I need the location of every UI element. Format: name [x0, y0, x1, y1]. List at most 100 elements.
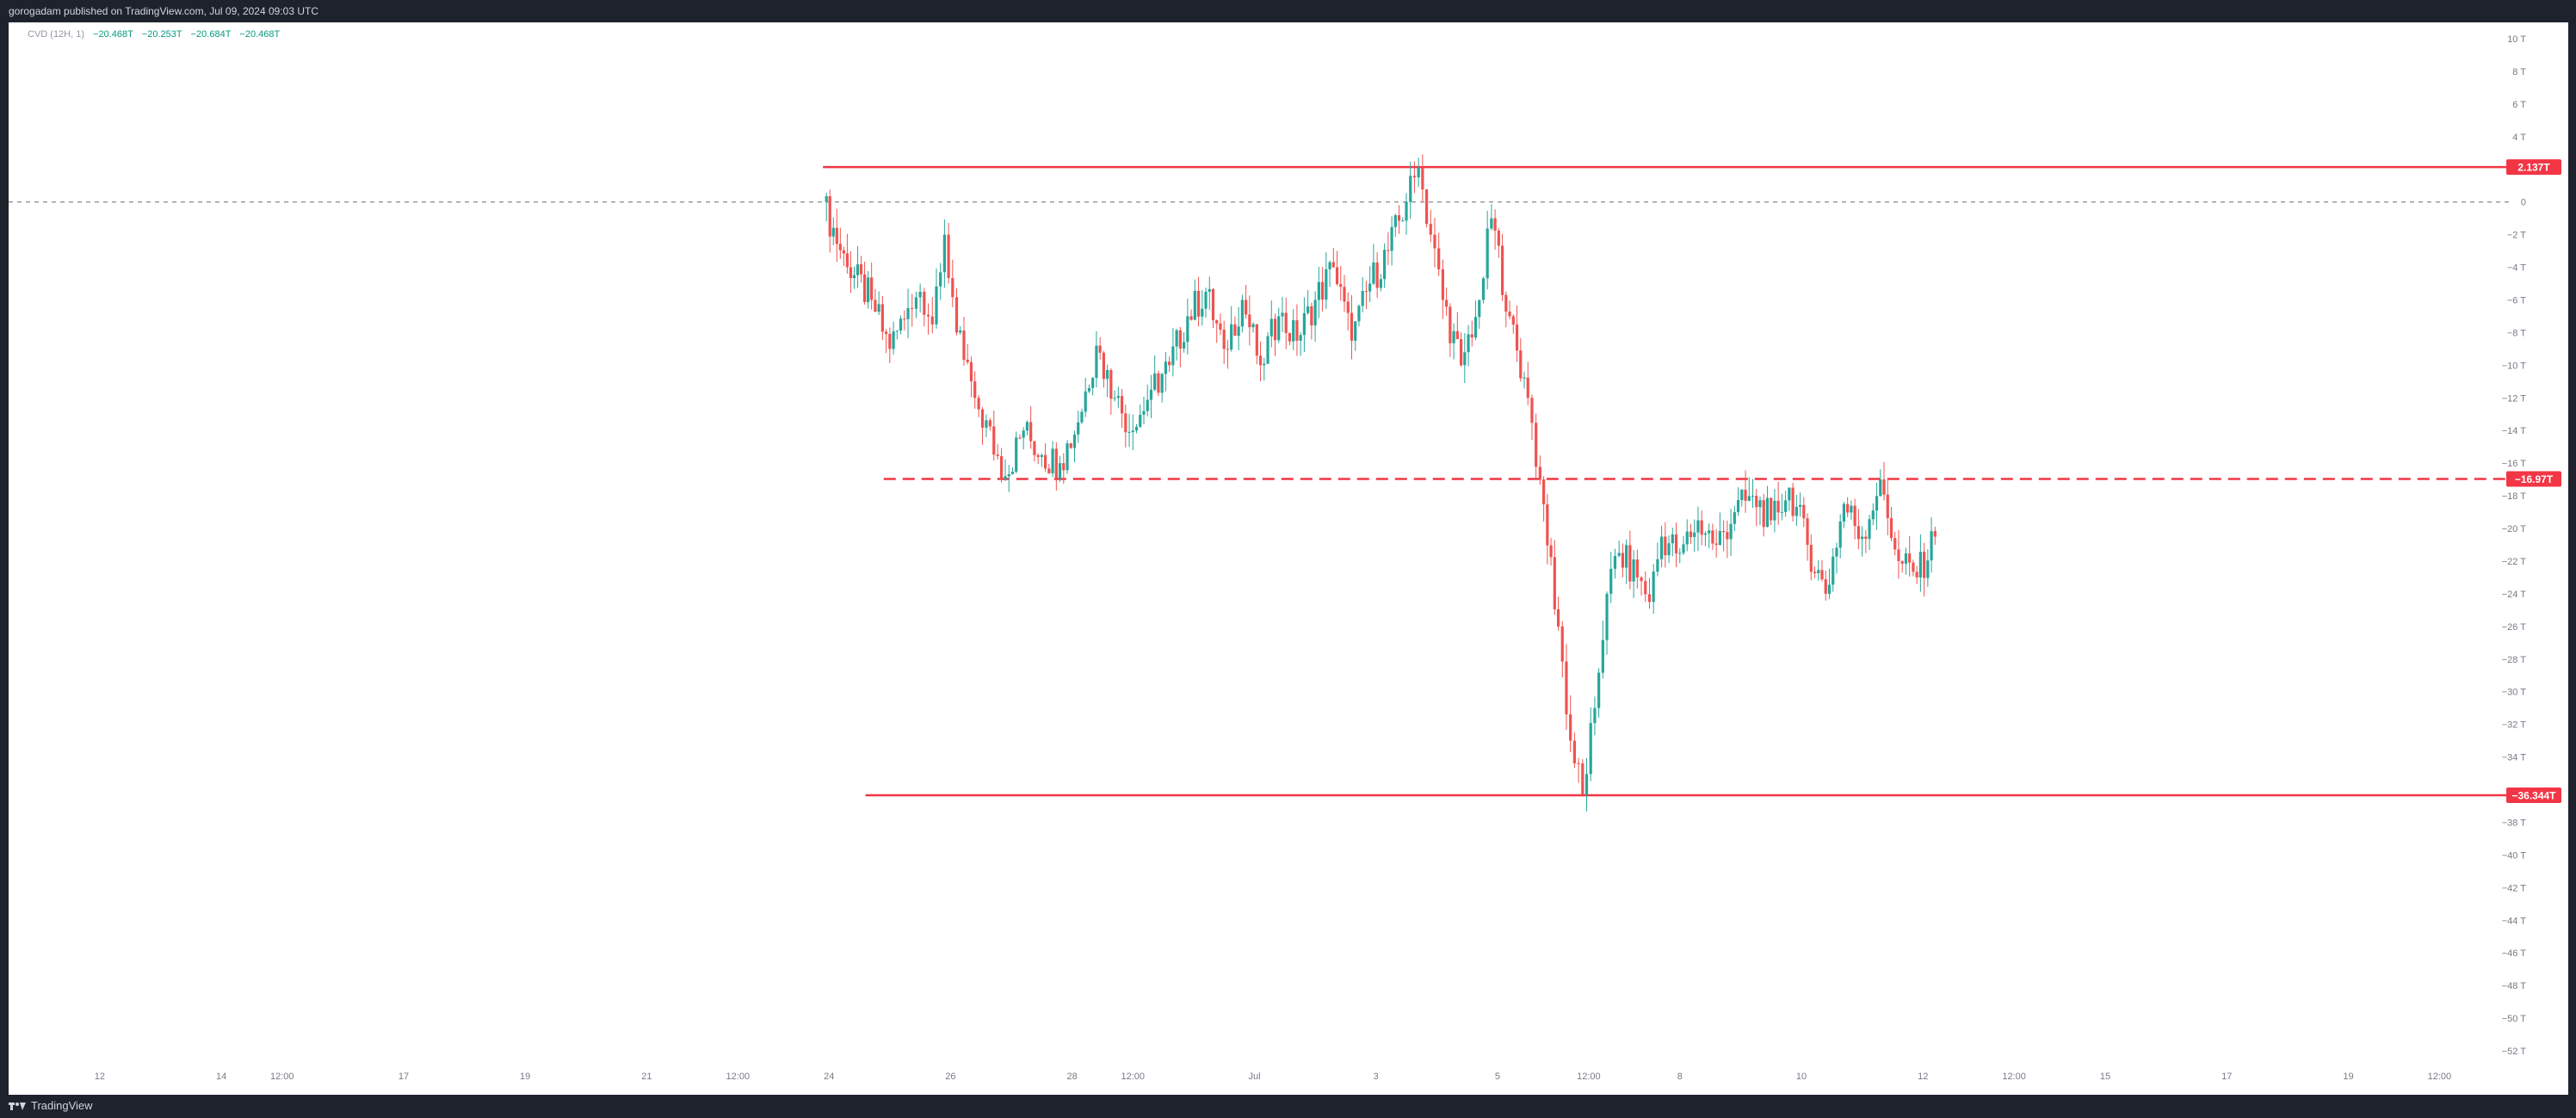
- candle-body: [1693, 532, 1696, 538]
- candle-body: [1736, 500, 1740, 513]
- candle-body: [1879, 479, 1882, 497]
- candle-body: [1685, 531, 1689, 545]
- candle-body: [1926, 560, 1930, 578]
- candle-body: [1317, 281, 1320, 300]
- candle-body: [1313, 300, 1317, 326]
- candle-body: [852, 275, 856, 279]
- candle-body: [1098, 345, 1102, 353]
- x-tick-label: 21: [641, 1072, 652, 1082]
- legend-open: −20.468T: [93, 29, 133, 40]
- candle-body: [1022, 430, 1025, 438]
- candle-body: [1248, 314, 1251, 328]
- candle-body: [911, 307, 914, 309]
- candle-body: [835, 227, 838, 244]
- candle-body: [1868, 519, 1871, 540]
- indicator-name[interactable]: CVD (12H, 1): [28, 29, 85, 40]
- level-label-bg-0: [2506, 159, 2561, 176]
- x-tick-label: 28: [1067, 1072, 1078, 1082]
- x-tick-label: 17: [398, 1072, 409, 1082]
- candle-body: [977, 398, 980, 410]
- publisher-text: gorogadam published on TradingView.com, …: [9, 5, 319, 17]
- candle-body: [939, 272, 942, 287]
- candle-body: [1842, 503, 1846, 522]
- x-tick-label: 12:00: [2428, 1072, 2452, 1082]
- candle-body: [1139, 414, 1142, 427]
- candle-body: [1621, 553, 1624, 568]
- legend-low: −20.684T: [190, 29, 232, 40]
- candle-body: [1401, 220, 1405, 222]
- candle-body: [1018, 437, 1022, 439]
- candle-body: [1441, 269, 1444, 300]
- y-axis[interactable]: 10 T 8 T 6 T 4 T 0 −2 T −4 T −6 T −8 T −10 T −12 T…: [2502, 34, 2527, 1057]
- y-tick-label: −16 T: [2502, 459, 2527, 469]
- x-tick-label: 15: [2100, 1072, 2110, 1082]
- candle-body: [1033, 441, 1036, 455]
- candle-body: [1593, 707, 1597, 724]
- candle-body: [1569, 713, 1572, 741]
- y-tick-label: −6 T: [2507, 295, 2526, 306]
- candle-body: [825, 195, 828, 202]
- candle-body: [1856, 526, 1860, 540]
- candle-body: [1433, 234, 1436, 249]
- candle-body: [1072, 434, 1077, 448]
- candle-body: [1120, 396, 1124, 414]
- candle-body: [1486, 228, 1489, 279]
- x-tick-label: 19: [2343, 1072, 2353, 1082]
- candle-body: [1368, 283, 1372, 292]
- candle-body: [1292, 320, 1295, 342]
- candle-body: [870, 277, 874, 300]
- candle-body: [1102, 352, 1105, 380]
- candle-body: [1302, 312, 1306, 336]
- candle-body: [1853, 505, 1856, 527]
- candle-body: [1708, 530, 1711, 534]
- tv-logo-icon: [9, 1102, 26, 1110]
- x-tick-label: 14: [216, 1072, 226, 1082]
- y-tick-label: −28 T: [2502, 655, 2527, 665]
- candle-body: [1838, 521, 1842, 548]
- x-tick-label: 5: [1495, 1072, 1500, 1082]
- x-tick-label: 12:00: [2002, 1072, 2026, 1082]
- indicator-legend: CVD (12H, 1) −20.468T −20.253T −20.684T …: [28, 29, 280, 40]
- candle-body: [1193, 290, 1196, 320]
- candle-body: [1258, 355, 1263, 366]
- candle-body: [1526, 377, 1529, 398]
- tradingview-logo[interactable]: TradingView: [9, 1099, 93, 1112]
- y-tick-label: 10 T: [2507, 34, 2526, 45]
- candle-body: [942, 234, 946, 273]
- x-tick-label: Jul: [1248, 1072, 1260, 1082]
- candle-body: [1015, 437, 1018, 473]
- candle-body: [1383, 250, 1387, 280]
- candle-body: [1700, 520, 1703, 535]
- candle-body: [1682, 544, 1685, 553]
- candle-body: [1722, 530, 1726, 533]
- y-tick-label: −4 T: [2507, 263, 2526, 274]
- candle-body: [1449, 306, 1452, 343]
- chart-area[interactable]: [9, 22, 2568, 1095]
- candle-body: [1806, 518, 1809, 545]
- candle-body: [838, 244, 842, 250]
- candle-body: [1538, 466, 1541, 480]
- candle-body: [1664, 536, 1667, 556]
- level-label-0: 2.137T: [2517, 162, 2550, 174]
- candle-body: [923, 291, 926, 315]
- candle-body: [1827, 584, 1832, 594]
- candle-body: [1339, 284, 1343, 287]
- candle-body: [1204, 291, 1208, 309]
- candle-body: [1255, 324, 1258, 356]
- candle-body: [831, 227, 835, 237]
- candle-body: [1295, 320, 1299, 341]
- level-labels: 2.137T −16.97T −36.344T: [2506, 159, 2561, 804]
- candle-body: [1186, 316, 1189, 343]
- candle-body: [1795, 506, 1798, 516]
- level-label-1: −16.97T: [2515, 473, 2554, 485]
- y-tick-label: −22 T: [2502, 557, 2527, 567]
- candle-body: [935, 286, 938, 324]
- bottom-bar: TradingView: [0, 1095, 2576, 1118]
- candle-body: [1325, 269, 1328, 300]
- candle-body: [1886, 494, 1889, 518]
- candle-body: [1850, 505, 1853, 513]
- candle-body: [1497, 231, 1500, 246]
- x-axis[interactable]: 12 14 12:00 17 19 21 12:00 24 26 28 12:00 Jul 3 5 12:0…: [95, 1072, 2451, 1082]
- y-tick-label: −52 T: [2502, 1047, 2527, 1057]
